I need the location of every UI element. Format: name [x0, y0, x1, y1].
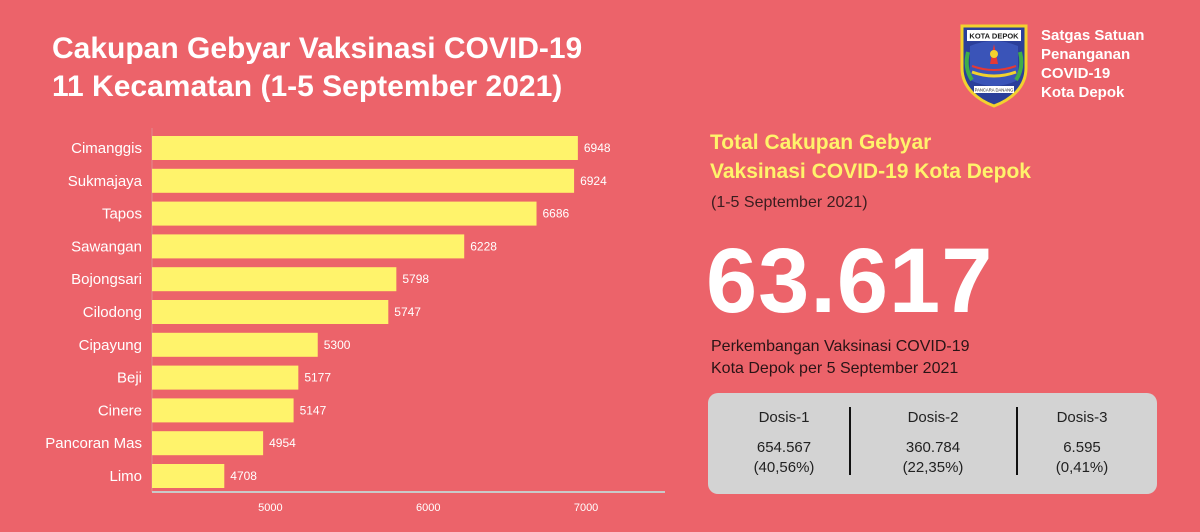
kota-depok-emblem-icon: KOTA DEPOK PANCARA DANANG [958, 22, 1030, 108]
category-label: Sawangan [71, 238, 142, 255]
category-label: Cipayung [79, 337, 142, 354]
dose-3-column: Dosis-3 6.595 (0,41%) [1012, 393, 1152, 494]
bar [152, 234, 465, 259]
dose-1-count: 654.567 [756, 439, 812, 456]
bar [152, 136, 578, 160]
organization-name: Satgas Satuan Penanganan COVID-19 Kota D… [1041, 26, 1144, 102]
data-label: 5177 [304, 371, 331, 385]
category-label: Bojongsari [71, 271, 142, 288]
org-line-4: Kota Depok [1041, 84, 1125, 101]
data-label: 5747 [394, 305, 421, 319]
bar [152, 365, 299, 390]
page-title: Cakupan Gebyar Vaksinasi COVID-19 11 Kec… [52, 30, 582, 106]
bar [152, 168, 575, 193]
category-label: Sukmajaya [68, 173, 143, 190]
bar [152, 464, 225, 488]
category-label: Cilodong [83, 304, 142, 321]
dose-3-count: 6.595 [1063, 439, 1101, 456]
dose-3-percent: (0,41%) [1055, 459, 1109, 476]
logo-motto-text: PANCARA DANANG [975, 88, 1014, 93]
category-label: Tapos [102, 206, 142, 223]
data-label: 4708 [230, 469, 257, 483]
dose-1-name: Dosis-1 [758, 409, 810, 426]
data-label: 6948 [584, 141, 611, 155]
data-label: 5300 [324, 338, 351, 352]
bar [152, 398, 294, 423]
org-line-1: Satgas Satuan [1041, 27, 1145, 44]
bar [152, 201, 537, 226]
bar [152, 300, 389, 324]
title-line-2: 11 Kecamatan (1-5 September 2021) [52, 70, 563, 103]
logo-banner-text: KOTA DEPOK [969, 32, 1019, 41]
x-tick-label: 7000 [574, 502, 598, 514]
progress-title: Perkembangan Vaksinasi COVID-19 Kota Dep… [711, 336, 970, 380]
org-line-3: COVID-19 [1041, 65, 1111, 82]
progress-title-line-2: Kota Depok per 5 September 2021 [711, 360, 959, 377]
category-label: Pancoran Mas [45, 435, 142, 452]
dose-1-column: Dosis-1 654.567 (40,56%) [714, 393, 854, 494]
total-title: Total Cakupan Gebyar Vaksinasi COVID-19 … [710, 128, 1031, 186]
category-label: Cinere [98, 402, 142, 419]
x-tick-label: 5000 [258, 502, 282, 514]
total-title-line-2: Vaksinasi COVID-19 Kota Depok [710, 160, 1031, 183]
org-line-2: Penanganan [1041, 46, 1131, 63]
bar [152, 267, 397, 292]
dose-separator [849, 407, 851, 475]
data-label: 6924 [580, 174, 607, 188]
dose-1-percent: (40,56%) [753, 459, 815, 476]
dose-2-name: Dosis-2 [907, 409, 959, 426]
data-label: 5798 [402, 272, 429, 286]
bar [152, 431, 264, 456]
total-value: 63.617 [706, 230, 994, 332]
title-line-1: Cakupan Gebyar Vaksinasi COVID-19 [52, 32, 583, 65]
dose-2-percent: (22,35%) [902, 459, 964, 476]
data-label: 6228 [470, 239, 497, 253]
dose-3-name: Dosis-3 [1056, 409, 1108, 426]
dose-panel: Dosis-1 654.567 (40,56%) Dosis-2 360.784… [708, 393, 1157, 494]
dose-2-count: 360.784 [905, 439, 961, 456]
category-label: Beji [117, 370, 142, 387]
progress-title-line-1: Perkembangan Vaksinasi COVID-19 [711, 338, 970, 355]
total-period: (1-5 September 2021) [711, 194, 868, 211]
dose-2-column: Dosis-2 360.784 (22,35%) [863, 393, 1003, 494]
bar-chart: Cimanggis 6948 Sukmajaya 6924 Tapos 6686 Sawan… [45, 128, 665, 514]
data-label: 6686 [543, 207, 570, 221]
data-label: 4954 [269, 436, 296, 450]
category-label: Cimanggis [71, 140, 142, 157]
data-label: 5147 [300, 403, 327, 417]
dose-separator [1016, 407, 1018, 475]
category-label: Limo [109, 468, 142, 485]
x-tick-label: 6000 [416, 502, 440, 514]
total-title-line-1: Total Cakupan Gebyar [710, 131, 932, 154]
bar [152, 332, 318, 357]
